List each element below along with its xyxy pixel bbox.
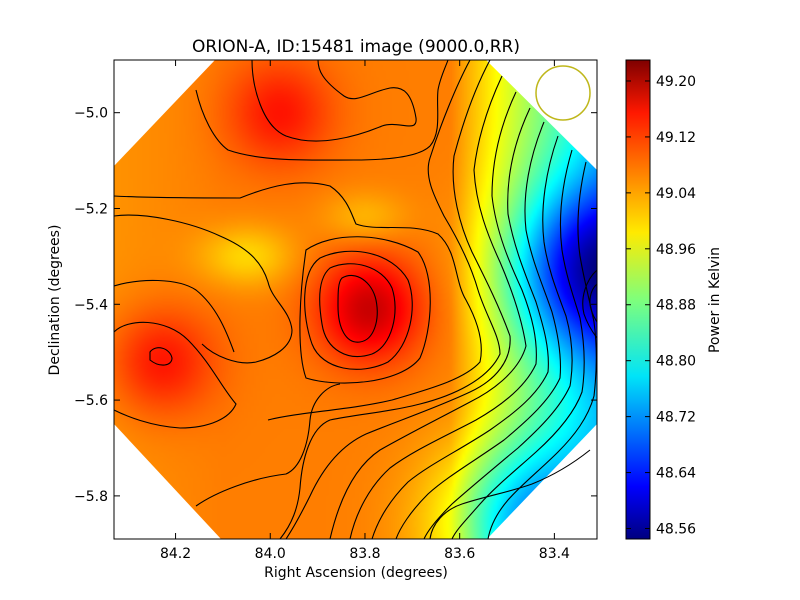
colorbar-tick-label: 48.96: [656, 242, 696, 258]
colorbar-ticks: 49.20 49.12 49.04 48.96 48.88 48.80 48.72 48.64…: [626, 74, 696, 538]
colorbar-tick-label: 49.04: [656, 186, 696, 202]
x-tick-label: 83.4: [539, 546, 570, 562]
y-axis-ticks: −5.0 −5.2 −5.4 −5.6 −5.8: [74, 106, 597, 505]
contour-band-3: [329, 75, 527, 539]
y-tick-label: −5.0: [74, 106, 108, 122]
beam-circle: [535, 65, 591, 121]
colorbar-tick-label: 48.56: [656, 522, 696, 538]
colorbar: [625, 59, 651, 540]
contour-band-4: [349, 91, 537, 539]
contour-trough-right: [582, 269, 597, 339]
contour-band-2: [285, 60, 511, 539]
contour-mid-band: [114, 182, 482, 421]
x-tick-label: 83.6: [444, 546, 475, 562]
contour-trough-right-inner: [589, 283, 597, 323]
contour-top-peak: [251, 60, 417, 142]
contour-trough-bottom: [429, 449, 591, 539]
contour-peak-4: [299, 236, 431, 384]
y-tick-label: −5.6: [74, 393, 108, 409]
y-axis-title: Declination (degrees): [47, 225, 63, 376]
colorbar-tick-label: 48.80: [656, 354, 696, 370]
contour-band-9: [487, 161, 597, 539]
contour-left-region: [114, 321, 237, 429]
colorbar-tick-label: 48.88: [656, 298, 696, 314]
heatmap-raster: [114, 60, 597, 539]
x-tick-label: 84.2: [160, 546, 191, 562]
x-axis-title: Right Ascension (degrees): [264, 565, 448, 581]
chart-title: ORION-A, ID:15481 image (9000.0,RR): [192, 37, 520, 57]
contour-left-peak: [149, 347, 173, 366]
colorbar-tick-label: 49.20: [656, 74, 696, 90]
colorbar-tick-label: 48.64: [656, 466, 696, 482]
contour-peak-2: [319, 263, 396, 357]
contour-top-2: [195, 60, 449, 161]
y-tick-label: −5.4: [74, 297, 108, 313]
contour-left-upper: [114, 279, 235, 353]
contour-center-left: [114, 214, 293, 364]
contour-lines: [114, 60, 597, 539]
colorbar-tick-label: 49.12: [656, 130, 696, 146]
x-tick-label: 83.8: [349, 546, 380, 562]
contour-band-8: [451, 149, 585, 539]
contour-peak-3: [304, 250, 413, 370]
x-axis-ticks: 84.2 84.0 83.8 83.6 83.4: [160, 60, 570, 562]
contour-peak-inner: [337, 274, 378, 343]
contour-band-6: [395, 121, 562, 539]
x-tick-label: 84.0: [255, 546, 286, 562]
contour-band-7: [423, 135, 573, 539]
colorbar-tick-label: 48.72: [656, 410, 696, 426]
contour-band-5: [371, 107, 549, 539]
contour-lower-left: [195, 383, 341, 507]
y-tick-label: −5.8: [74, 489, 108, 505]
contour-band-1: [279, 60, 501, 539]
heatmap-image: [114, 60, 597, 539]
axes-frame: [113, 59, 598, 540]
y-tick-label: −5.2: [74, 201, 108, 217]
colorbar-label: Power in Kelvin: [707, 247, 723, 353]
